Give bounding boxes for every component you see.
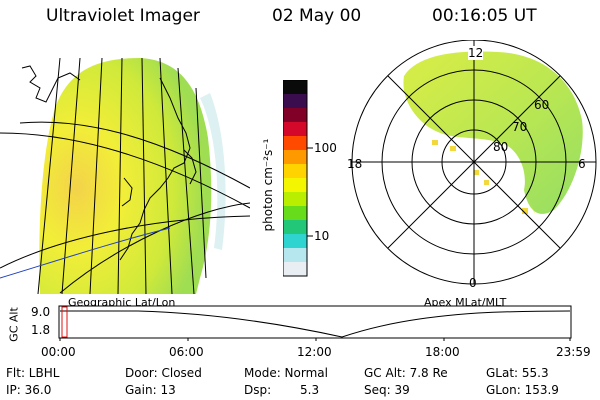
polar-label-lat-70: 70 [512, 120, 528, 134]
altitude-ytick-9: 9.0 [31, 305, 51, 319]
colorbar [283, 80, 313, 277]
ip-param: IP: 36.0 [6, 383, 52, 397]
door-param: Door: Closed [125, 366, 202, 380]
dsp-param-label: Dsp: [244, 383, 272, 397]
terminator-line [0, 227, 171, 279]
colorbar-tick-10: 10 [314, 229, 330, 243]
colorbar-cell [283, 94, 307, 109]
dsp-param-value: 5.3 [300, 383, 320, 397]
altitude-xtick-1800: 18:00 [425, 345, 460, 359]
colorbar-cell [283, 122, 307, 137]
geographic-image-panel [0, 57, 250, 294]
disk-edge-scatter [200, 93, 226, 250]
altitude-ytick-1-8: 1.8 [31, 323, 51, 337]
colorbar-unit-label: photon cm⁻²s⁻¹ [261, 138, 275, 232]
altitude-axis-label: GC Alt [7, 307, 21, 342]
colorbar-cell [283, 108, 307, 123]
altitude-xtick-2359: 23:59 [556, 345, 591, 359]
aurora-disk [39, 58, 212, 294]
instrument-title: Ultraviolet Imager [46, 6, 200, 26]
colorbar-cell [283, 80, 307, 95]
polar-label-18: 18 [347, 157, 363, 171]
polar-label-12: 12 [468, 46, 484, 60]
colorbar-cell [283, 262, 307, 277]
colorbar-cell [283, 136, 307, 151]
auroral-oval [403, 51, 583, 214]
colorbar-cell [283, 178, 307, 193]
current-time-marker [61, 306, 68, 338]
polar-label-6: 6 [578, 157, 586, 171]
glat-param: GLat: 55.3 [486, 366, 549, 380]
glon-param: GLon: 153.9 [486, 383, 559, 397]
seq-param: Seq: 39 [364, 383, 410, 397]
time-label: 00:16:05 UT [432, 6, 537, 26]
colorbar-cell [283, 192, 307, 207]
polar-grid [351, 40, 597, 285]
colorbar-cell [283, 150, 307, 165]
coastline [21, 65, 197, 261]
altitude-xtick-0600: 06:00 [169, 345, 204, 359]
altitude-curve [60, 310, 571, 338]
colorbar-cell [283, 220, 307, 235]
polar-label-0: 0 [469, 276, 477, 290]
gain-param: Gain: 13 [125, 383, 176, 397]
mode-param: Mode: Normal [244, 366, 328, 380]
colorbar-cell [283, 248, 307, 263]
altitude-xtick-0000: 00:00 [41, 345, 76, 359]
gc-alt-param: GC Alt: 7.8 Re [364, 366, 448, 380]
colorbar-cell [283, 206, 307, 221]
colorbar-tick-100: 100 [314, 141, 337, 155]
filter-param: Flt: LBHL [6, 366, 60, 380]
oval-speckles [432, 140, 528, 214]
altitude-xtick-1200: 12:00 [297, 345, 332, 359]
longitude-grid [37, 57, 207, 294]
date-label: 02 May 00 [272, 6, 362, 26]
altitude-plot [58, 305, 572, 341]
colorbar-cell [283, 234, 307, 249]
polar-label-lat-60: 60 [534, 98, 550, 112]
polar-label-lat-80: 80 [493, 140, 509, 154]
colorbar-cell [283, 164, 307, 179]
latitude-grid [0, 121, 250, 294]
polar-image-panel [351, 40, 597, 285]
